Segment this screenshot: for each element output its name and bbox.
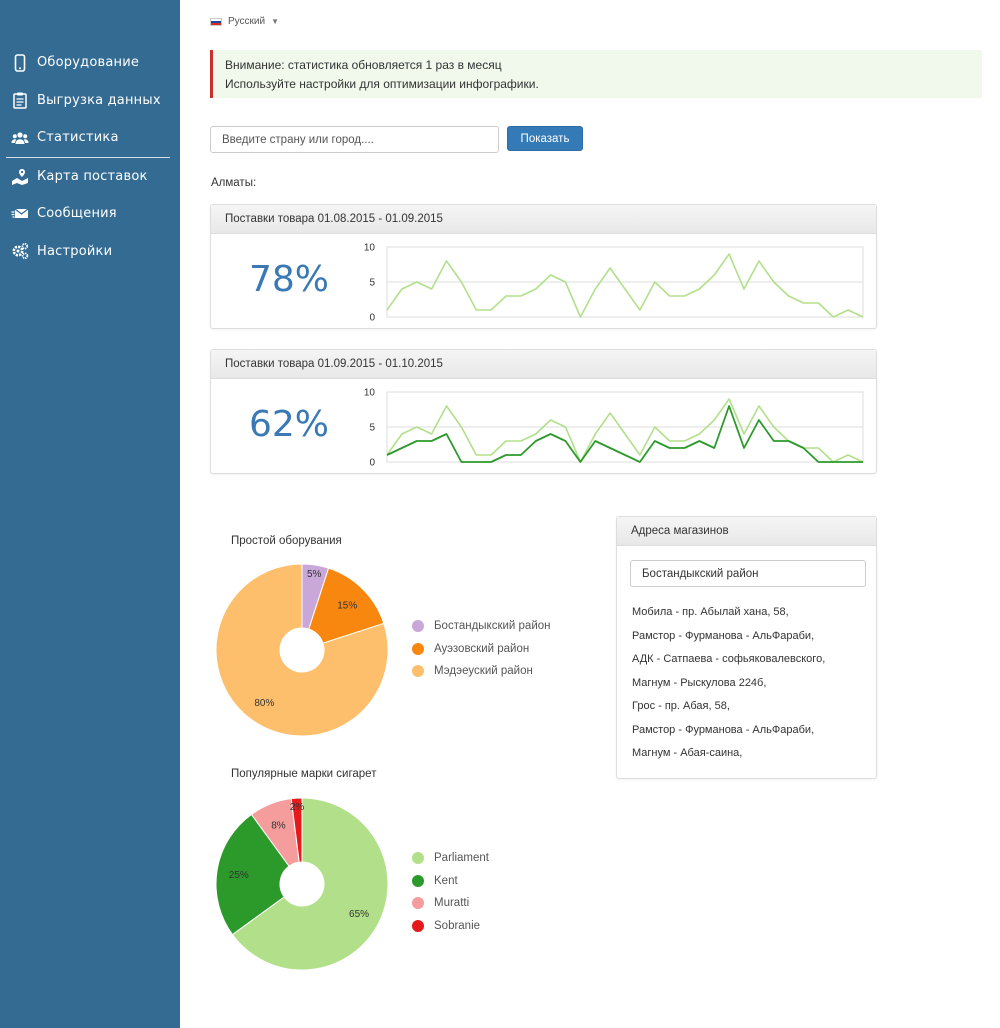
y-tick-label: 0 [369, 313, 375, 324]
y-tick-label: 5 [369, 423, 375, 434]
cigarette-donut-chart: 65% 25% 8% 2% [215, 797, 389, 971]
clipboard-icon [10, 90, 30, 110]
legend-item: Мэдэеуский район [412, 660, 551, 683]
legend-item: Бостандыкский район [412, 615, 551, 638]
y-tick-label: 10 [364, 243, 376, 254]
legend-label: Muratti [434, 897, 470, 910]
alert-line-2: Используйте настройки для оптимизации ин… [225, 77, 539, 91]
sidebar-item-supply-map[interactable]: Карта поставок [0, 158, 180, 196]
address-item: Рамстор - Фурманова - АльФараби, [632, 723, 815, 736]
map-truck-icon [10, 166, 30, 186]
panel-title: Адреса магазинов [617, 517, 876, 546]
sidebar-item-label: Настройки [37, 243, 113, 259]
pie-slice [231, 797, 389, 971]
slice-label: 25% [229, 870, 249, 881]
russia-flag-icon [210, 17, 222, 26]
slice-label: 5% [307, 569, 322, 580]
envelopes-icon [10, 204, 30, 224]
supply-panel-sep: Поставки товара 01.09.2015 - 01.10.2015 … [210, 349, 877, 474]
address-item: АДК - Сатпаева - софьяковалевского, [632, 653, 826, 665]
pie-slice [215, 563, 389, 737]
supply-line-chart-sep: 0 5 10 [364, 388, 864, 469]
slice-label: 15% [337, 601, 357, 612]
address-item: Магнум - Рыскулова 224б, [632, 676, 767, 689]
legend-swatch [412, 897, 424, 910]
sidebar-item-label: Оборудование [37, 55, 140, 71]
show-button[interactable]: Показать [507, 126, 583, 151]
city-label: Алматы: [211, 177, 257, 189]
legend-label: Мэдэеуский район [434, 665, 533, 678]
slice-label: 2% [290, 802, 305, 813]
language-label: Русский [228, 16, 266, 27]
legend-label: Parliament [434, 852, 489, 865]
series-line-0 [386, 398, 864, 463]
caret-down-icon: ▼ [271, 17, 280, 26]
supply-line-chart-aug: 0 5 10 [364, 243, 864, 324]
legend-label: Sobranie [434, 919, 481, 932]
district-field[interactable] [630, 560, 866, 587]
downtime-chart-title: Простой оборувания [231, 535, 342, 547]
sidebar-item-settings[interactable]: Настройки [0, 233, 180, 271]
panel-title: Поставки товара 01.08.2015 - 01.09.2015 [211, 205, 876, 234]
legend-item: Kent [412, 870, 489, 893]
phone-icon [10, 53, 30, 73]
sidebar-item-statistics[interactable]: Статистика [0, 119, 180, 157]
downtime-donut-chart: 5% 15% 80% [215, 563, 389, 737]
sidebar-item-label: Сообщения [37, 206, 117, 222]
cigarette-legend: Parliament Kent Muratti Sobranie [412, 847, 489, 937]
series-line-0 [386, 253, 864, 318]
supply-percent: 78% [249, 259, 330, 300]
legend-item: Ауэзовский район [412, 638, 551, 661]
slice-label: 8% [271, 820, 286, 831]
sidebar-item-equipment[interactable]: Оборудование [0, 44, 180, 82]
supply-panel-aug: Поставки товара 01.08.2015 - 01.09.2015 … [210, 204, 877, 329]
users-icon [10, 128, 30, 148]
sidebar-item-label: Выгрузка данных [37, 92, 161, 108]
legend-swatch [412, 919, 424, 932]
pie-slice [290, 797, 303, 863]
alert-line-1: Внимание: статистика обновляется 1 раз в… [225, 58, 502, 72]
legend-item: Muratti [412, 892, 489, 915]
store-addresses-panel: Адреса магазинов Мобила - пр. Абылай хан… [616, 516, 877, 779]
slice-label: 80% [254, 698, 274, 709]
address-item: Грос - пр. Абая, 58, [632, 700, 730, 712]
pie-slice [308, 567, 385, 644]
legend-swatch [412, 620, 424, 633]
y-tick-label: 5 [369, 278, 375, 289]
address-list: Мобила - пр. Абылай хана, 58, Рамстор - Ф… [632, 601, 825, 766]
address-item: Рамстор - Фурманова - АльФараби, [632, 629, 815, 642]
sidebar-item-data-export[interactable]: Выгрузка данных [0, 82, 180, 120]
legend-label: Kent [434, 874, 458, 887]
legend-item: Parliament [412, 847, 489, 870]
cigarette-chart-title: Популярные марки сигарет [231, 768, 377, 780]
pie-slice [215, 813, 290, 936]
gears-icon [10, 241, 30, 261]
y-tick-label: 0 [369, 458, 375, 469]
address-item: Магнум - Абая-саина, [632, 747, 743, 759]
legend-label: Бостандыкский район [434, 620, 551, 633]
language-selector[interactable]: Русский ▼ [210, 16, 279, 27]
legend-swatch [412, 852, 424, 865]
legend-swatch [412, 874, 424, 887]
sidebar-divider [6, 156, 170, 158]
legend-item: Sobranie [412, 915, 489, 938]
panel-title: Поставки товара 01.09.2015 - 01.10.2015 [211, 350, 876, 379]
legend-swatch [412, 642, 424, 655]
city-search-input[interactable] [210, 126, 499, 153]
downtime-legend: Бостандыкский район Ауэзовский район Мэдэе… [412, 615, 551, 683]
supply-percent: 62% [249, 404, 330, 445]
sidebar-item-label: Статистика [37, 130, 119, 146]
slice-label: 65% [349, 909, 369, 920]
sidebar-item-label: Карта поставок [37, 168, 148, 184]
sidebar: Оборудование Выгрузка данных Статистика … [0, 0, 180, 1028]
address-item: Мобила - пр. Абылай хана, 58, [632, 606, 789, 618]
y-tick-label: 10 [364, 388, 376, 399]
legend-label: Ауэзовский район [434, 642, 530, 655]
sidebar-nav: Оборудование Выгрузка данных Статистика … [0, 44, 180, 270]
sidebar-item-messages[interactable]: Сообщения [0, 195, 180, 233]
series-line-1 [386, 405, 863, 463]
legend-swatch [412, 665, 424, 678]
stats-update-alert: Внимание: статистика обновляется 1 раз в… [210, 50, 982, 98]
